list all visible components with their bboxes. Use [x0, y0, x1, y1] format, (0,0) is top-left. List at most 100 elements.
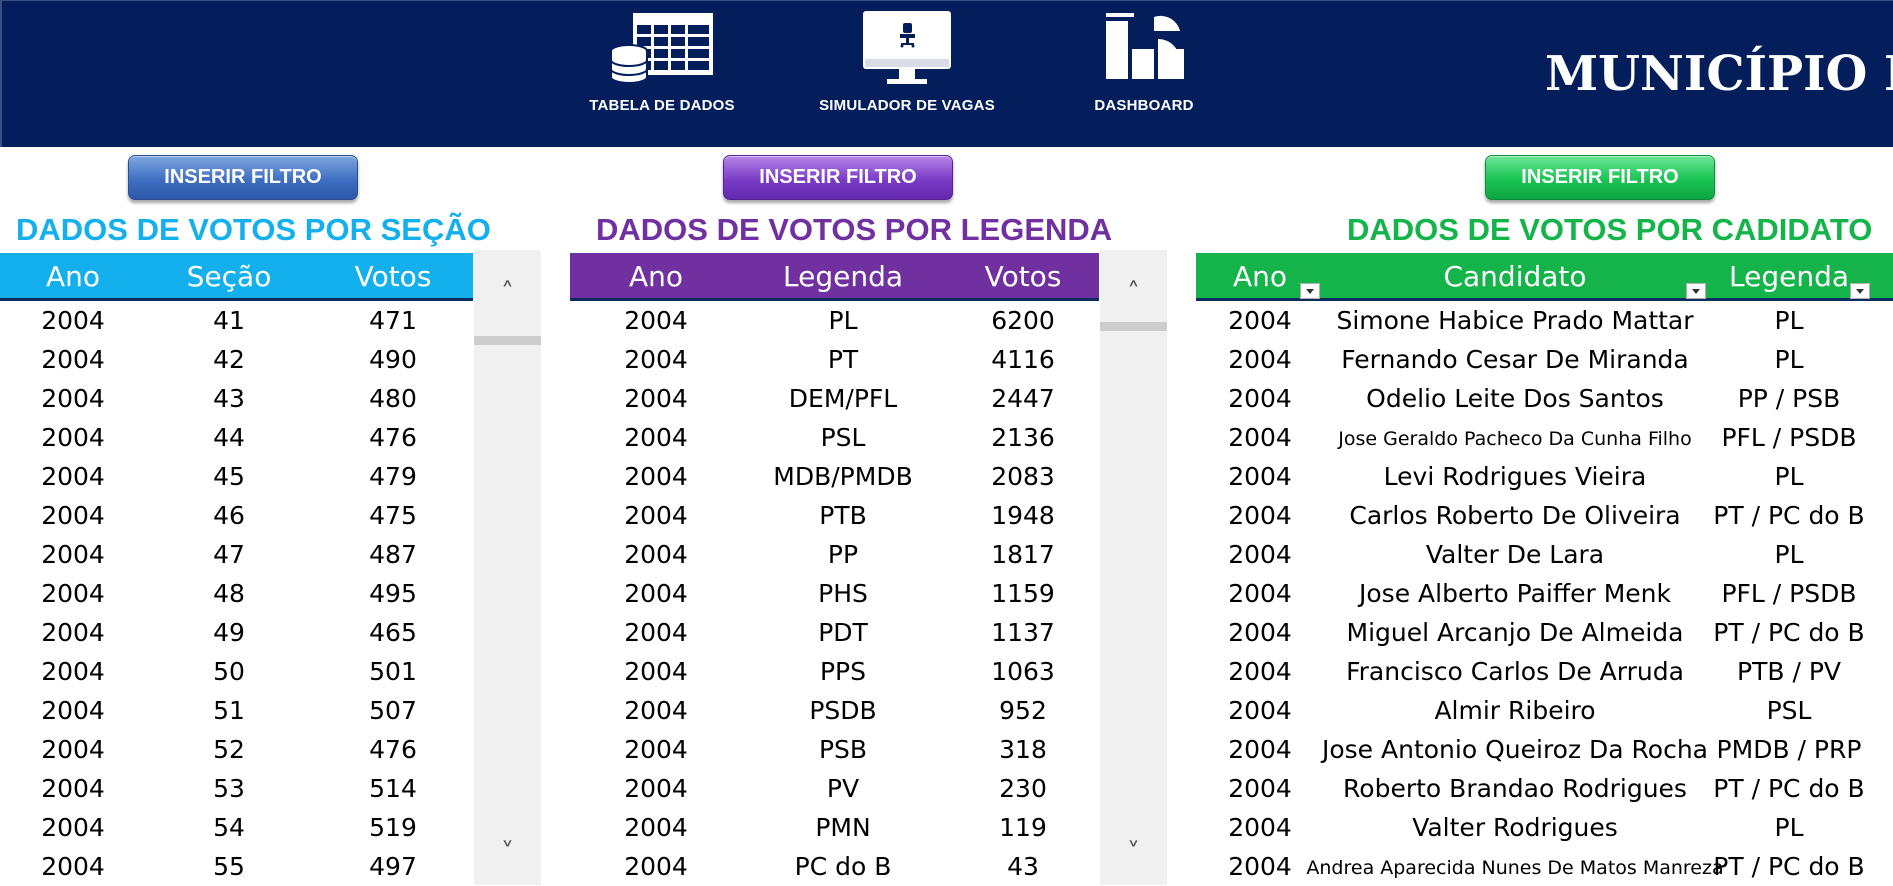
secao-cell-secao: 41	[213, 306, 245, 335]
candidato-cell-candidato: Valter Rodrigues	[1412, 813, 1618, 842]
secao-cell-ano: 2004	[41, 384, 105, 413]
nav-dashboard[interactable]: DASHBOARD	[1054, 9, 1234, 114]
secao-cell-ano: 2004	[41, 540, 105, 569]
candidato-cell-candidato: Odelio Leite Dos Santos	[1366, 384, 1664, 413]
table-row: 2004 Levi Rodrigues Vieira PL	[1196, 457, 1893, 496]
candidato-table-header: Ano Candidato Legenda	[1196, 253, 1893, 301]
dashboard-icon	[1106, 13, 1184, 79]
scroll-down-icon[interactable]: ˅	[501, 838, 514, 868]
filter-dropdown-icon[interactable]	[1300, 283, 1320, 299]
scrollbar-thumb[interactable]	[474, 336, 541, 345]
nav-tabela-de-dados[interactable]: TABELA DE DADOS	[572, 9, 752, 114]
table-row: 2004 Valter De Lara PL	[1196, 535, 1893, 574]
secao-cell-votos: 495	[369, 579, 417, 608]
table-row: 2004 PSDB 952	[570, 691, 1099, 730]
table-row: 2004 PP 1817	[570, 535, 1099, 574]
table-row: 2004 PHS 1159	[570, 574, 1099, 613]
secao-cell-votos: 497	[369, 852, 417, 881]
candidato-cell-candidato: Andrea Aparecida Nunes De Matos Manreza	[1306, 857, 1724, 879]
candidato-cell-candidato: Francisco Carlos De Arruda	[1346, 657, 1684, 686]
candidato-cell-legenda: PFL / PSDB	[1721, 423, 1857, 452]
table-row: 2004 PTB 1948	[570, 496, 1099, 535]
legenda-filter-button[interactable]: INSERIR FILTRO	[723, 155, 953, 200]
secao-table: Ano Seção Votos 2004 41 471 2004 42 490 2004 43…	[0, 253, 473, 886]
table-row: 2004 DEM/PFL 2447	[570, 379, 1099, 418]
secao-cell-votos: 479	[369, 462, 417, 491]
secao-cell-secao: 53	[213, 774, 245, 803]
scrollbar-thumb[interactable]	[1100, 322, 1167, 331]
secao-cell-votos: 514	[369, 774, 417, 803]
table-row: 2004 41 471	[0, 301, 473, 340]
candidato-cell-legenda: PL	[1774, 345, 1804, 374]
secao-filter-button[interactable]: INSERIR FILTRO	[128, 155, 358, 200]
legenda-cell-ano: 2004	[624, 696, 688, 725]
candidato-cell-ano: 2004	[1228, 657, 1292, 686]
candidato-cell-candidato: Jose Antonio Queiroz Da Rocha	[1321, 735, 1709, 764]
secao-cell-ano: 2004	[41, 813, 105, 842]
filter-dropdown-icon[interactable]	[1850, 283, 1870, 299]
secao-cell-secao: 44	[213, 423, 245, 452]
legenda-cell-ano: 2004	[624, 735, 688, 764]
filter-dropdown-icon[interactable]	[1686, 283, 1706, 299]
secao-col-votos: Votos	[354, 260, 432, 293]
table-row: 2004 55 497	[0, 847, 473, 886]
legenda-cell-ano: 2004	[624, 384, 688, 413]
nav-simulador-de-vagas[interactable]: SIMULADOR DE VAGAS	[817, 9, 997, 114]
secao-cell-votos: 471	[369, 306, 417, 335]
legenda-col-votos: Votos	[984, 260, 1062, 293]
legenda-cell-ano: 2004	[624, 501, 688, 530]
candidato-cell-legenda: PP / PSB	[1737, 384, 1841, 413]
candidato-cell-legenda: PT / PC do B	[1713, 618, 1865, 647]
table-row: 2004 PSL 2136	[570, 418, 1099, 457]
secao-cell-votos: 476	[369, 423, 417, 452]
secao-cell-votos: 490	[369, 345, 417, 374]
table-row: 2004 Andrea Aparecida Nunes De Matos Manr…	[1196, 847, 1893, 886]
legenda-cell-ano: 2004	[624, 774, 688, 803]
legenda-table: Ano Legenda Votos 2004 PL 6200 2004 PT 4116 20…	[570, 253, 1099, 886]
secao-table-body: 2004 41 471 2004 42 490 2004 43 480 2004 44 476 2004…	[0, 301, 473, 886]
table-row: 2004 Jose Antonio Queiroz Da Rocha PMDB / …	[1196, 730, 1893, 769]
candidato-cell-ano: 2004	[1228, 735, 1292, 764]
candidato-section-title: DADOS DE VOTOS POR CADIDATO	[1347, 212, 1873, 247]
secao-cell-ano: 2004	[41, 345, 105, 374]
secao-cell-ano: 2004	[41, 696, 105, 725]
table-row: 2004 44 476	[0, 418, 473, 457]
secao-scrollbar[interactable]: ˄ ˅	[474, 250, 541, 885]
secao-table-header: Ano Seção Votos	[0, 253, 473, 301]
candidato-cell-ano: 2004	[1228, 813, 1292, 842]
candidato-cell-legenda: PT / PC do B	[1713, 501, 1865, 530]
candidato-cell-ano: 2004	[1228, 384, 1292, 413]
table-row: 2004 PDT 1137	[570, 613, 1099, 652]
legenda-cell-legenda: PV	[826, 774, 860, 803]
candidato-cell-legenda: PSL	[1766, 696, 1812, 725]
legenda-cell-legenda: PC do B	[794, 852, 892, 881]
legenda-cell-ano: 2004	[624, 657, 688, 686]
candidato-cell-ano: 2004	[1228, 462, 1292, 491]
legenda-cell-ano: 2004	[624, 618, 688, 647]
secao-cell-ano: 2004	[41, 306, 105, 335]
candidato-cell-legenda: PL	[1774, 540, 1804, 569]
candidato-filter-button[interactable]: INSERIR FILTRO	[1485, 155, 1715, 200]
legenda-cell-legenda: PTB	[819, 501, 867, 530]
legenda-cell-votos: 952	[999, 696, 1047, 725]
legenda-cell-legenda: MDB/PMDB	[773, 462, 913, 491]
secao-col-secao: Seção	[186, 260, 272, 293]
candidato-cell-candidato: Miguel Arcanjo De Almeida	[1346, 618, 1684, 647]
legenda-cell-legenda: PT	[827, 345, 859, 374]
table-row: 2004 PPS 1063	[570, 652, 1099, 691]
secao-cell-votos: 487	[369, 540, 417, 569]
table-row: 2004 53 514	[0, 769, 473, 808]
secao-section-title: DADOS DE VOTOS POR SEÇÃO	[16, 212, 491, 247]
scroll-down-icon[interactable]: ˅	[1127, 838, 1140, 868]
scroll-up-icon[interactable]: ˄	[501, 278, 514, 308]
candidato-cell-candidato: Valter De Lara	[1425, 540, 1605, 569]
candidato-cell-ano: 2004	[1228, 696, 1292, 725]
secao-cell-ano: 2004	[41, 852, 105, 881]
legenda-scrollbar[interactable]: ˄ ˅	[1100, 250, 1167, 885]
candidato-cell-legenda: PL	[1774, 813, 1804, 842]
legenda-cell-legenda: PDT	[818, 618, 868, 647]
legenda-cell-ano: 2004	[624, 579, 688, 608]
candidato-cell-legenda: PT / PC do B	[1713, 852, 1865, 881]
scroll-up-icon[interactable]: ˄	[1127, 278, 1140, 308]
legenda-cell-votos: 230	[999, 774, 1047, 803]
